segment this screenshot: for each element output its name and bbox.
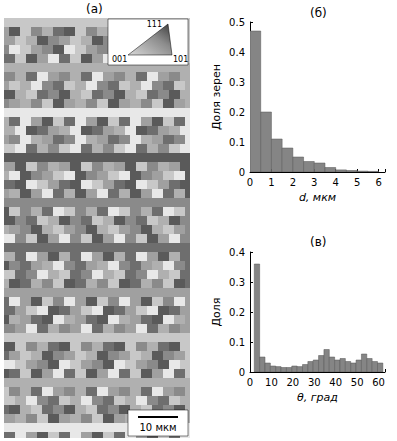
svg-text:3: 3 xyxy=(311,177,317,188)
svg-text:0: 0 xyxy=(247,177,253,188)
svg-text:d, мкм: d, мкм xyxy=(299,191,336,204)
svg-text:40: 40 xyxy=(329,377,342,388)
svg-text:10 мкм: 10 мкм xyxy=(139,422,176,433)
svg-text:0.3: 0.3 xyxy=(229,277,245,288)
svg-text:Доля зерен: Доля зерен xyxy=(210,64,223,130)
svg-text:0.2: 0.2 xyxy=(229,107,245,118)
svg-text:0.5: 0.5 xyxy=(229,17,245,28)
svg-text:0: 0 xyxy=(239,167,245,178)
svg-text:50: 50 xyxy=(351,377,364,388)
svg-text:0: 0 xyxy=(239,367,245,378)
svg-text:4: 4 xyxy=(333,177,339,188)
svg-text:30: 30 xyxy=(308,377,321,388)
svg-text:111: 111 xyxy=(147,20,162,29)
svg-text:(а): (а) xyxy=(86,2,103,16)
svg-text:001: 001 xyxy=(112,55,127,64)
svg-text:0.4: 0.4 xyxy=(229,247,245,258)
svg-text:20: 20 xyxy=(286,377,299,388)
svg-text:0.3: 0.3 xyxy=(229,77,245,88)
svg-text:0.1: 0.1 xyxy=(229,137,245,148)
svg-text:θ, град: θ, град xyxy=(297,391,338,404)
svg-text:0.2: 0.2 xyxy=(229,307,245,318)
svg-text:(в): (в) xyxy=(310,235,326,249)
svg-text:1: 1 xyxy=(268,177,274,188)
svg-text:2: 2 xyxy=(290,177,296,188)
svg-text:60: 60 xyxy=(372,377,385,388)
svg-text:6: 6 xyxy=(375,177,381,188)
svg-text:Доля: Доля xyxy=(210,298,223,327)
svg-text:0.1: 0.1 xyxy=(229,337,245,348)
svg-text:5: 5 xyxy=(354,177,360,188)
svg-text:0.4: 0.4 xyxy=(229,47,245,58)
svg-text:0: 0 xyxy=(247,377,253,388)
svg-text:101: 101 xyxy=(173,55,188,64)
svg-text:(б): (б) xyxy=(310,6,327,20)
svg-text:10: 10 xyxy=(265,377,278,388)
